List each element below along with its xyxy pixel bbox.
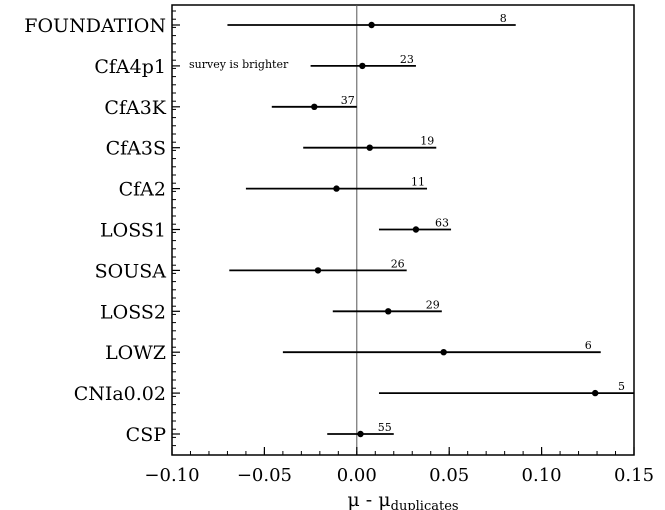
data-point [412,226,420,233]
count-label: 6 [585,339,592,352]
data-point [591,389,599,397]
data-point [359,62,366,70]
count-label: 11 [411,176,425,189]
count-label: 55 [378,421,392,434]
count-label: 63 [435,217,449,230]
count-label: 23 [400,53,414,66]
data-points [311,21,599,438]
x-tick-label: 0.10 [522,465,562,486]
y-category-label: LOWZ [105,342,166,364]
data-point [357,430,364,438]
annotation-survey-brighter: survey is brighter [189,58,289,71]
error-bars [227,24,634,435]
x-tick-label: 0.05 [429,465,469,486]
data-point [314,267,322,274]
x-tick-label: 0.15 [614,465,654,486]
data-point [385,308,392,315]
x-tick-label: −0.10 [144,465,199,486]
data-point [333,185,340,192]
y-category-label: CfA3S [106,138,166,160]
y-category-label: CfA3K [104,97,166,119]
data-point [311,103,318,111]
x-axis-label-subscript: duplicates [391,499,459,510]
x-tick-label: −0.05 [237,465,292,486]
y-axis-labels: FOUNDATION CfA4p1 CfA3K CfA3S CfA2 LOSS1 SOUSA… [24,15,180,446]
y-category-label: CSP [126,424,167,446]
count-label: 8 [500,12,507,25]
x-tick-label: 0.00 [337,465,377,486]
data-point [440,349,447,356]
y-category-label: SOUSA [95,260,167,282]
count-label: 29 [426,298,440,311]
y-category-label: CfA2 [119,179,166,201]
count-label: 5 [618,380,625,393]
data-point [368,21,375,29]
minor-ticks [171,10,635,455]
count-label: 19 [420,135,434,148]
y-category-label: CfA4p1 [94,56,166,78]
x-axis-ticks: −0.10 −0.05 0.00 0.05 0.10 0.15 [144,447,654,486]
count-label: 26 [391,257,405,270]
y-category-label: FOUNDATION [24,15,166,37]
y-category-label: LOSS2 [100,301,166,323]
y-category-label: CNIa0.02 [74,383,166,405]
count-label: 37 [341,94,355,107]
y-category-label: LOSS1 [100,220,166,242]
data-point [366,144,373,151]
x-axis-label: μ - μduplicates [347,489,458,510]
x-axis-label-main: μ - μ [347,489,390,510]
